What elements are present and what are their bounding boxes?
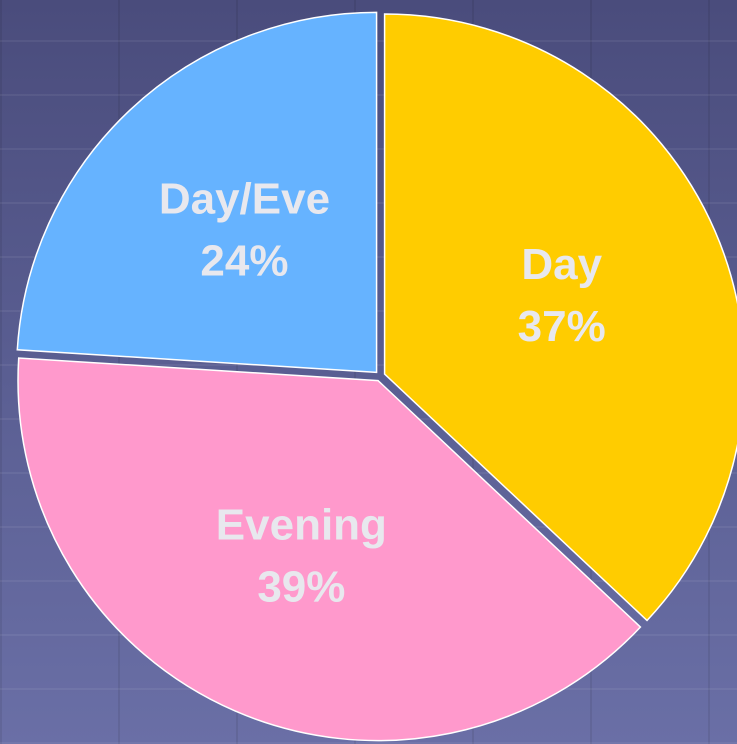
slice-value-label: 39% [257,562,345,611]
slice-value-label: 24% [200,236,288,285]
slice-value-label: 37% [518,302,606,351]
pie-slice [17,357,642,742]
pie-slice [16,11,378,374]
pie-slice [383,13,737,622]
slice-label: Day/Eve [159,174,330,223]
slice-label: Evening [216,500,387,549]
slice-label: Day [521,240,602,289]
